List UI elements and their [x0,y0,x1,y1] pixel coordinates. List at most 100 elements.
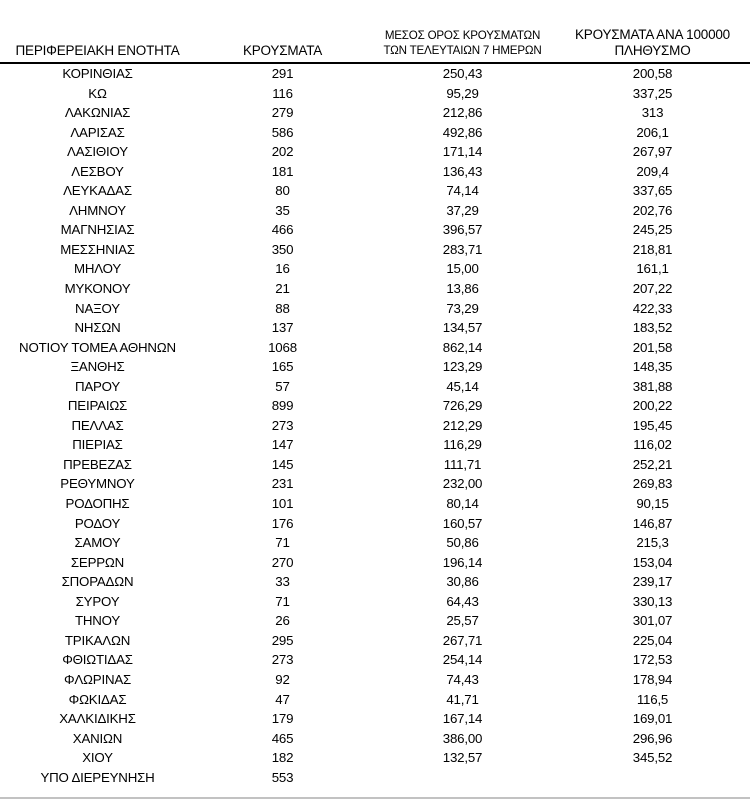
cases-cell: 182 [271,750,294,766]
avg7-cell: 116,29 [443,437,482,453]
region-cell: ΤΗΝΟΥ [74,613,121,629]
table-row: ΧΑΝΙΩΝ 465 386,00 296,96 [0,729,750,749]
per100k-cell: 422,33 [632,300,673,316]
region-cell: ΝΟΤΙΟΥ ΤΟΜΕΑ ΑΘΗΝΩΝ [19,339,176,355]
cases-cell: 1068 [268,339,297,355]
cases-cell: 26 [275,613,290,629]
table-row: ΜΥΚΟΝΟΥ 21 13,86 207,22 [0,279,750,299]
per100k-cell: 200,22 [632,398,673,414]
avg7-cell: 37,29 [446,202,479,218]
cases-cell: 116 [272,85,293,101]
avg7-cell: 123,29 [442,359,483,375]
table-row: ΡΟΔΟΠΗΣ 101 80,14 90,15 [0,494,750,514]
per100k-cell: 296,96 [632,730,673,746]
cases-cell: 71 [275,535,290,551]
region-cell: ΣΑΜΟΥ [74,535,121,551]
region-cell: ΜΑΓΝΗΣΙΑΣ [60,222,135,238]
cases-cell: 553 [271,769,294,785]
avg7-cell: 30,86 [446,574,479,590]
region-cell: ΛΕΥΚΑΔΑΣ [63,183,132,199]
table-header: ΠΕΡΙΦΕΡΕΙΑΚΗ ΕΝΟΤΗΤΑ ΚΡΟΥΣΜΑΤΑ ΜΕΣΟΣ ΟΡΟ… [0,0,750,64]
avg7-cell: 386,00 [442,730,483,746]
per100k-cell: 195,45 [632,417,673,433]
region-cell: ΠΑΡΟΥ [74,378,121,394]
avg7-cell: 726,29 [442,398,483,414]
region-cell: ΛΑΣΙΘΙΟΥ [67,144,128,160]
table-row: ΛΑΣΙΘΙΟΥ 202 171,14 267,97 [0,142,750,162]
region-cell: ΛΕΣΒΟΥ [71,163,124,179]
region-cell: ΜΕΣΣΗΝΙΑΣ [60,241,135,257]
avg7-cell: 283,71 [442,241,483,257]
avg7-cell: 132,57 [442,750,483,766]
region-cell: ΞΑΝΘΗΣ [70,359,125,375]
per100k-cell: 146,87 [632,515,673,531]
avg7-cell: 396,57 [442,222,483,238]
per100k-cell: 313 [641,105,664,121]
table-row: ΛΕΥΚΑΔΑΣ 80 74,14 337,65 [0,181,750,201]
region-cell: ΛΑΚΩΝΙΑΣ [64,105,131,121]
table-row: ΜΕΣΣΗΝΙΑΣ 350 283,71 218,81 [0,240,750,260]
col-header-region: ΠΕΡΙΦΕΡΕΙΑΚΗ ΕΝΟΤΗΤΑ [0,0,195,64]
per100k-cell: 267,97 [632,144,673,160]
table-row: ΧΑΛΚΙΔΙΚΗΣ 179 167,14 169,01 [0,709,750,729]
per100k-cell: 301,07 [632,613,673,629]
avg7-cell [370,768,555,788]
avg7-cell: 196,14 [442,554,483,570]
table-row: ΣΥΡΟΥ 71 64,43 330,13 [0,592,750,612]
table-body: ΚΟΡΙΝΘΙΑΣ 291 250,43 200,58 ΚΩ 116 95,29 337,25… [0,63,750,787]
cases-cell: 92 [275,671,290,687]
cases-cell: 273 [271,417,294,433]
table-row: ΝΑΞΟΥ 88 73,29 422,33 [0,299,750,319]
col-header-avg7: ΜΕΣΟΣ ΟΡΟΣ ΚΡΟΥΣΜΑΤΩΝ ΤΩΝ ΤΕΛΕΥΤΑΙΩΝ 7 Η… [370,0,555,64]
col-header-per100k: ΚΡΟΥΣΜΑΤΑ ΑΝΑ 100000 ΠΛΗΘΥΣΜΟ [555,0,750,64]
region-cell: ΧΑΛΚΙΔΙΚΗΣ [59,711,136,727]
per100k-cell: 202,76 [632,202,673,218]
avg7-cell: 13,86 [446,281,479,297]
table-row: ΜΗΛΟΥ 16 15,00 161,1 [0,259,750,279]
cases-cell: 270 [271,554,294,570]
table-row: ΜΑΓΝΗΣΙΑΣ 466 396,57 245,25 [0,220,750,240]
per100k-cell: 337,65 [632,183,673,199]
region-cell: ΣΠΟΡΑΔΩΝ [61,574,134,590]
table-row: ΦΩΚΙΔΑΣ 47 41,71 116,5 [0,690,750,710]
avg7-cell: 73,29 [446,300,479,316]
header-row: ΠΕΡΙΦΕΡΕΙΑΚΗ ΕΝΟΤΗΤΑ ΚΡΟΥΣΜΑΤΑ ΜΕΣΟΣ ΟΡΟ… [0,0,750,64]
region-cell: ΣΕΡΡΩΝ [70,554,125,570]
cases-cell: 176 [271,515,294,531]
per100k-cell: 245,25 [632,222,673,238]
region-cell: ΠΕΛΛΑΣ [71,417,124,433]
table-row: ΡΕΘΥΜΝΟΥ 231 232,00 269,83 [0,474,750,494]
table-row: ΠΕΙΡΑΙΩΣ 899 726,29 200,22 [0,396,750,416]
cases-cell: 145 [271,456,294,472]
region-cell: ΧΑΝΙΩΝ [72,730,123,746]
cases-cell: 33 [275,574,290,590]
cases-cell: 291 [271,66,294,81]
avg7-cell: 50,86 [446,535,479,551]
table-row: ΚΟΡΙΝΘΙΑΣ 291 250,43 200,58 [0,63,750,84]
table-row: ΝΟΤΙΟΥ ΤΟΜΕΑ ΑΘΗΝΩΝ 1068 862,14 201,58 [0,338,750,358]
cases-cell: 21 [275,281,290,297]
region-cell: ΝΗΣΩΝ [74,320,121,336]
col-header-avg7-line1: ΜΕΣΟΣ ΟΡΟΣ ΚΡΟΥΣΜΑΤΩΝ [384,29,541,42]
avg7-cell: 74,14 [446,183,479,199]
region-cell: ΜΥΚΟΝΟΥ [64,281,131,297]
per100k-cell: 330,13 [632,593,673,609]
cases-cell: 16 [275,261,290,277]
avg7-cell: 862,14 [442,339,483,355]
cases-cell: 35 [275,202,290,218]
cases-cell: 899 [271,398,294,414]
table-row: ΣΕΡΡΩΝ 270 196,14 153,04 [0,553,750,573]
region-cell: ΣΥΡΟΥ [75,593,120,609]
region-cell: ΡΟΔΟΠΗΣ [65,496,130,512]
table-row: ΝΗΣΩΝ 137 134,57 183,52 [0,318,750,338]
table-row: ΛΑΚΩΝΙΑΣ 279 212,86 313 [0,103,750,123]
per100k-cell: 206,1 [636,124,669,140]
avg7-cell: 64,43 [446,593,479,609]
per100k-cell: 201,58 [632,339,673,355]
table-row: ΣΑΜΟΥ 71 50,86 215,3 [0,533,750,553]
table-row: ΠΕΛΛΑΣ 273 212,29 195,45 [0,416,750,436]
region-cell: ΝΑΞΟΥ [75,300,120,316]
avg7-cell: 232,00 [442,476,483,492]
cases-cell: 47 [275,691,290,707]
